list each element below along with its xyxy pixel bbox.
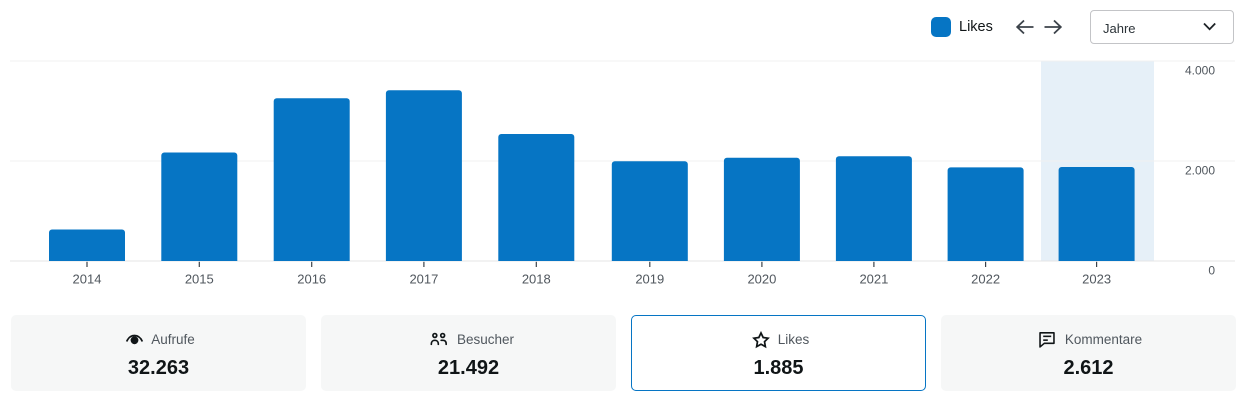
svg-text:2016: 2016: [297, 272, 326, 287]
svg-text:2022: 2022: [971, 272, 1000, 287]
svg-text:2018: 2018: [522, 272, 551, 287]
svg-text:2015: 2015: [185, 272, 214, 287]
svg-text:2021: 2021: [859, 272, 888, 287]
svg-text:4.000: 4.000: [1185, 64, 1215, 78]
svg-text:2020: 2020: [747, 272, 776, 287]
svg-text:2019: 2019: [635, 272, 664, 287]
svg-text:0: 0: [1208, 263, 1215, 277]
svg-text:2.000: 2.000: [1185, 164, 1215, 178]
svg-text:2023: 2023: [1082, 272, 1111, 287]
svg-text:2017: 2017: [409, 272, 438, 287]
svg-text:2014: 2014: [73, 272, 102, 287]
